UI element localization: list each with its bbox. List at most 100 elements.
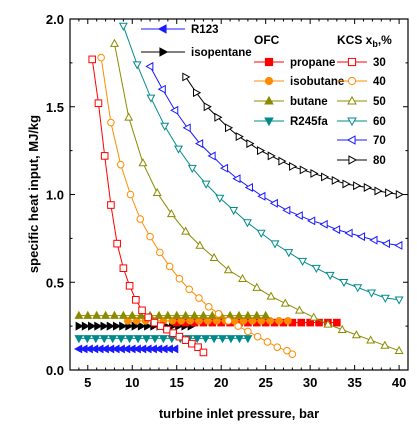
data-point <box>243 310 253 319</box>
data-point <box>132 317 141 325</box>
data-point <box>109 38 119 47</box>
data-point <box>278 156 287 166</box>
data-point <box>283 346 291 355</box>
data-point <box>146 232 154 241</box>
data-point <box>307 216 316 226</box>
data-point <box>235 132 244 142</box>
series-ofc-r245fa <box>74 335 253 344</box>
data-point <box>288 350 297 359</box>
series-kcs-60 <box>118 22 404 305</box>
data-point <box>226 335 236 344</box>
data-point <box>280 298 290 307</box>
data-point <box>101 310 111 319</box>
data-point <box>310 168 319 178</box>
data-point <box>214 310 223 318</box>
data-point <box>160 122 170 131</box>
legend-entry-isobutane: isobutane <box>254 76 344 88</box>
data-point <box>325 271 335 281</box>
legend: OFC KCS xb,% R123 isopentane propane isobut… <box>141 24 392 167</box>
legend-kcs-title: KCS xb,% <box>337 33 392 49</box>
data-point <box>266 291 276 300</box>
data-point <box>94 99 103 108</box>
data-point <box>172 310 182 319</box>
data-point <box>321 172 330 182</box>
legend-entry-isopentane: isopentane <box>141 47 252 59</box>
legend-kcs-title-main: KCS x <box>337 33 373 47</box>
legend-marker <box>346 135 356 145</box>
data-point <box>126 190 135 199</box>
legend-marker <box>347 117 357 127</box>
data-point <box>74 310 84 319</box>
legend-label: 80 <box>373 155 386 167</box>
data-point <box>252 282 262 291</box>
data-point <box>165 262 174 271</box>
legend-ofc-title: OFC <box>254 33 280 47</box>
legend-entry-r123: R123 <box>141 24 219 36</box>
data-point <box>181 226 191 235</box>
data-point <box>201 335 211 344</box>
legend-label: R245fa <box>290 116 328 128</box>
data-point <box>133 335 143 344</box>
legend-marker <box>347 76 357 86</box>
data-point <box>242 219 252 228</box>
x-tick-label: 15 <box>170 375 184 390</box>
legend-entry-80: 80 <box>337 155 386 167</box>
data-point <box>118 22 128 31</box>
data-point <box>199 348 208 357</box>
data-point <box>243 335 253 344</box>
data-point <box>201 180 211 189</box>
x-tick-label: 40 <box>392 375 406 390</box>
data-point <box>332 225 341 235</box>
data-point <box>182 72 191 82</box>
data-point <box>156 248 164 257</box>
data-point <box>152 187 162 197</box>
data-point <box>107 201 115 209</box>
data-point <box>137 321 146 331</box>
data-point <box>311 264 321 274</box>
data-point <box>256 229 266 238</box>
data-point <box>142 335 151 344</box>
data-point <box>94 321 103 331</box>
legend-entry-propane: propane <box>254 57 335 69</box>
data-point <box>119 264 128 273</box>
data-point <box>132 296 140 304</box>
data-point <box>75 321 84 331</box>
legend-marker <box>347 57 357 67</box>
data-point <box>232 174 241 184</box>
data-point <box>333 318 341 327</box>
series-line <box>113 43 400 352</box>
series-kcs-50 <box>109 38 404 354</box>
data-point <box>380 294 390 303</box>
legend-entry-50: 50 <box>337 95 386 108</box>
data-point <box>168 317 177 325</box>
data-point <box>342 179 351 189</box>
data-point <box>209 252 219 261</box>
data-point <box>319 219 328 229</box>
legend-label: 50 <box>373 96 386 108</box>
data-point <box>125 281 134 290</box>
data-point <box>138 158 148 167</box>
data-point <box>299 165 308 175</box>
data-point <box>229 206 239 216</box>
legend-label: propane <box>290 57 335 69</box>
data-point <box>395 190 404 199</box>
data-point <box>207 151 216 161</box>
data-point <box>166 208 176 218</box>
data-point <box>267 151 276 161</box>
data-point <box>394 345 404 354</box>
data-point <box>194 343 202 351</box>
data-point <box>113 239 121 248</box>
data-point <box>263 338 272 346</box>
data-point <box>315 318 323 327</box>
legend-marker <box>157 24 167 34</box>
data-point <box>81 321 90 331</box>
data-point <box>209 335 219 344</box>
data-point <box>198 310 208 319</box>
data-point <box>187 164 197 174</box>
data-point <box>156 322 165 330</box>
data-point <box>174 145 183 154</box>
data-point <box>381 239 390 249</box>
data-point <box>353 284 363 293</box>
legend-kcs-title-suffix: ,% <box>378 33 392 47</box>
x-tick-label: 5 <box>84 375 91 390</box>
